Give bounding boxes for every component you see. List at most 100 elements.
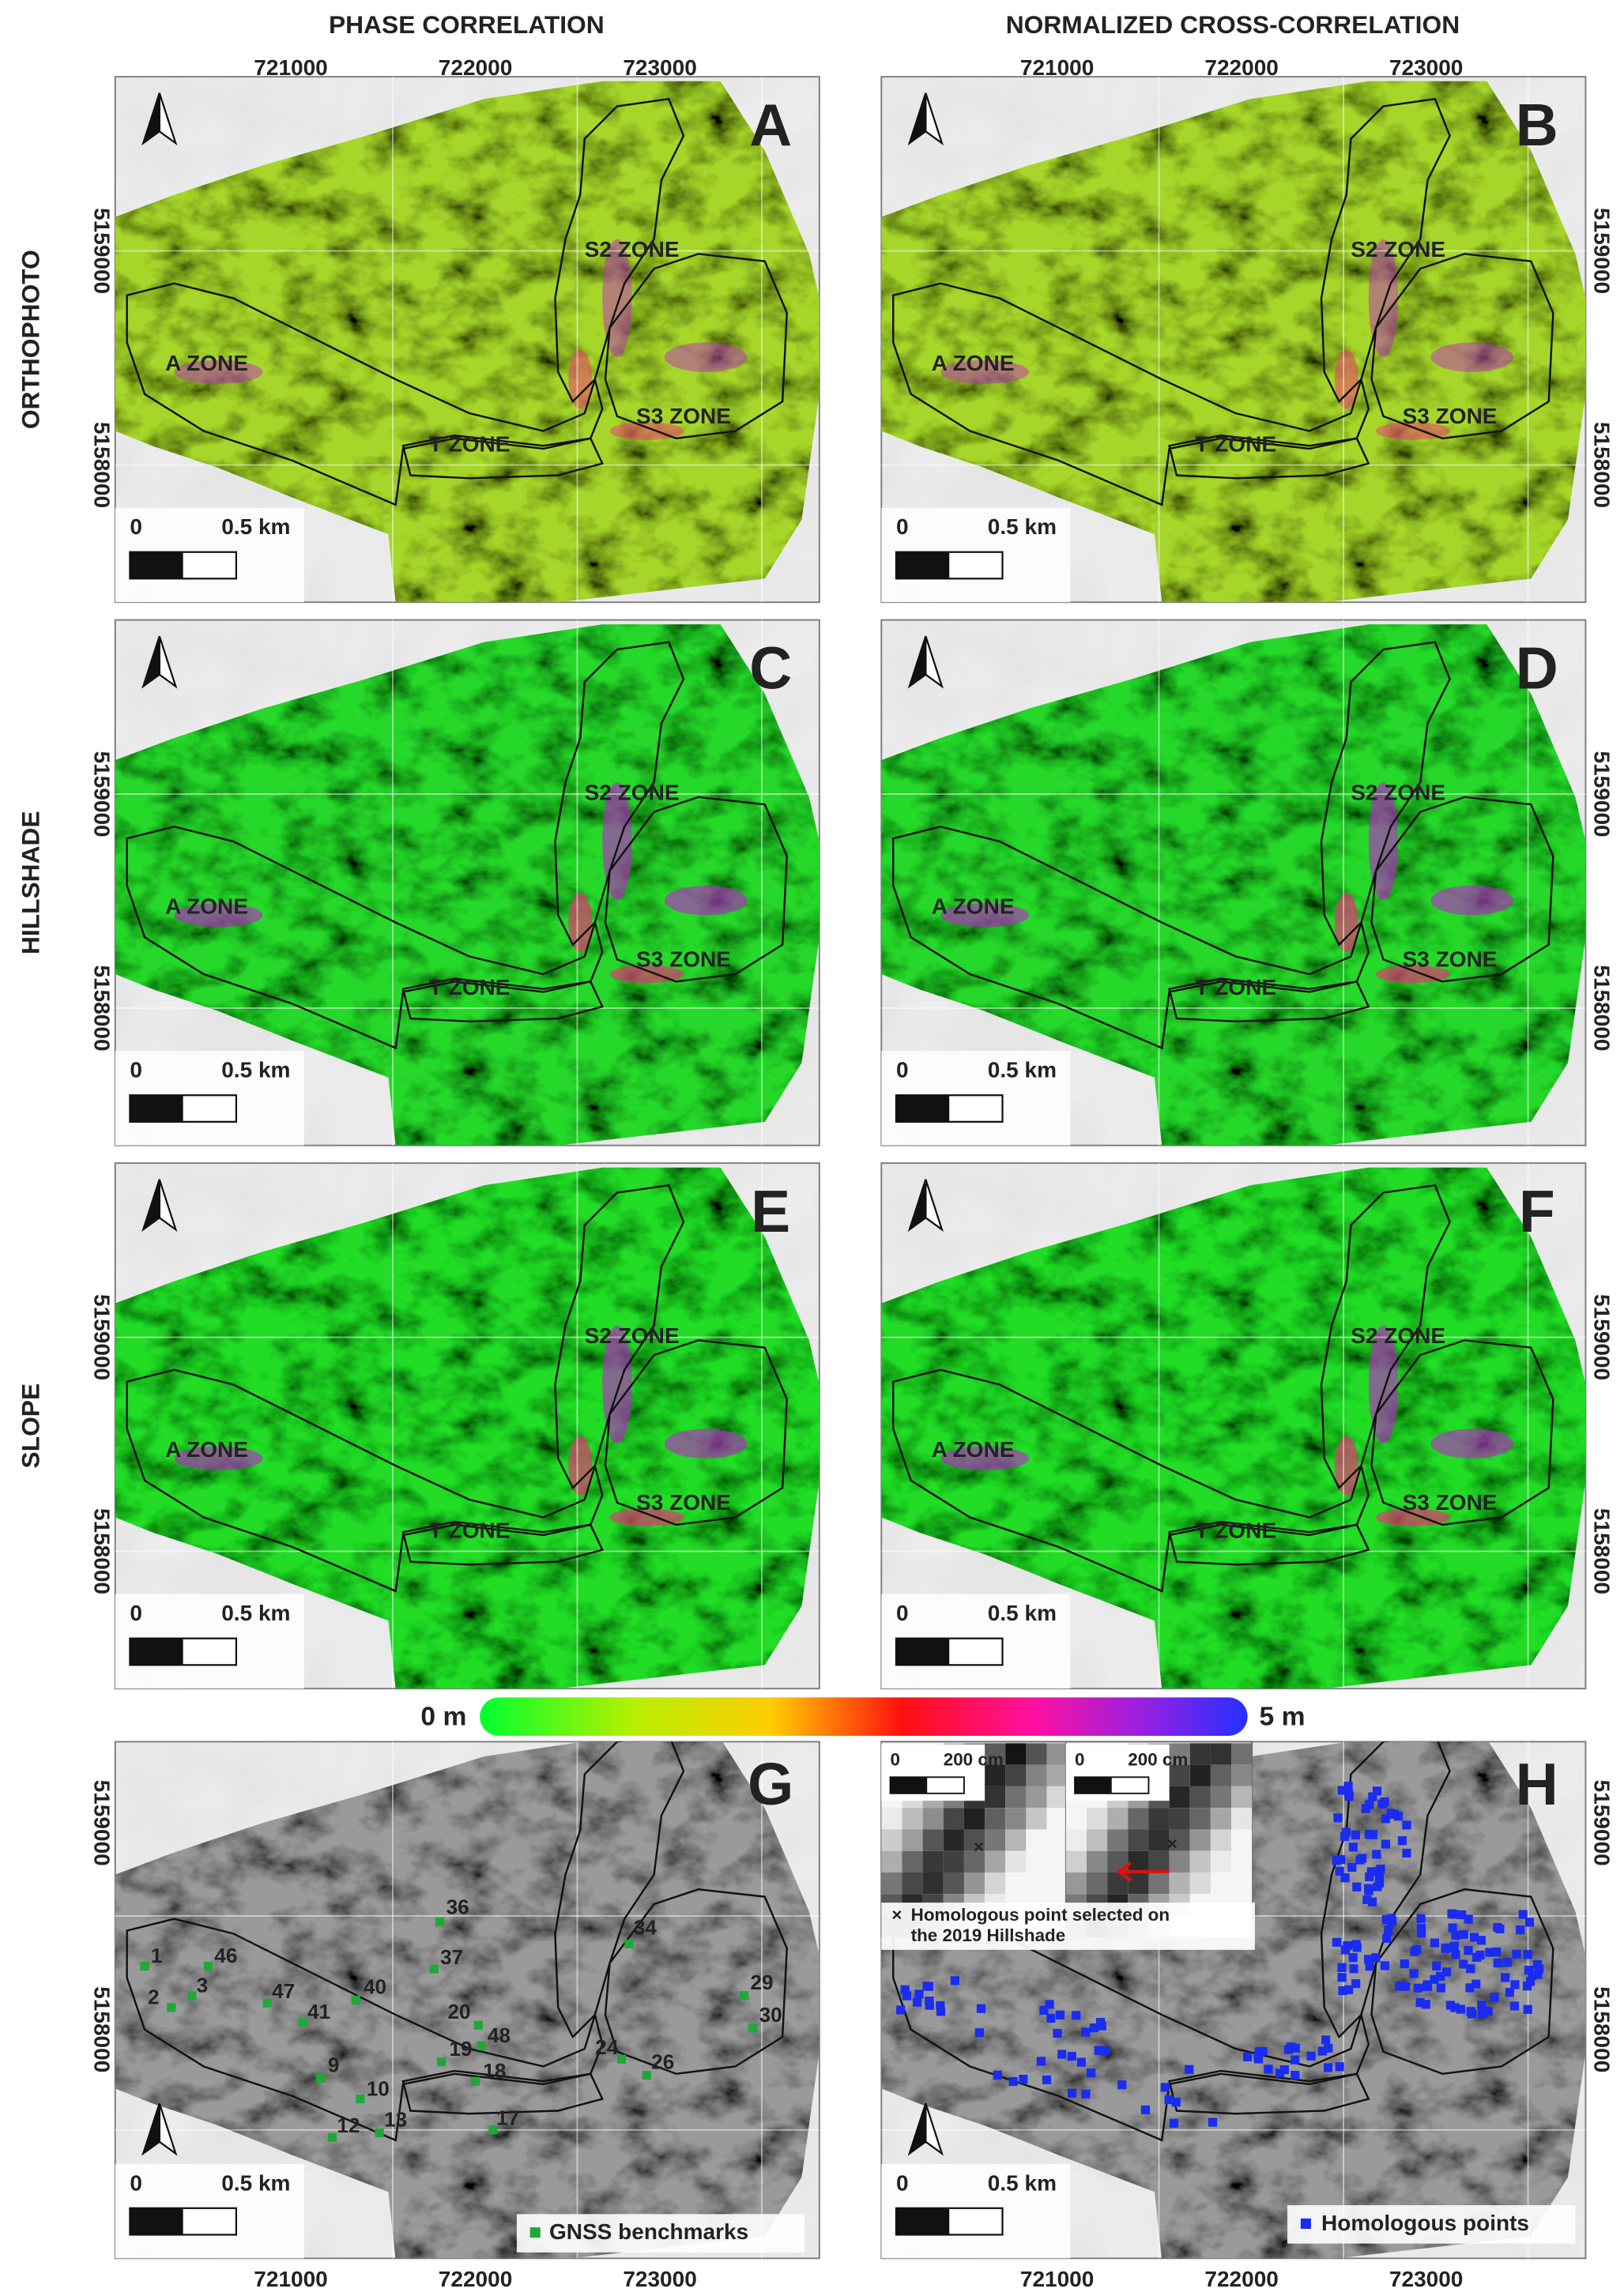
hotspot bbox=[174, 1446, 263, 1470]
inset-pixel bbox=[922, 1808, 944, 1830]
gnss-point bbox=[187, 1991, 197, 2001]
homologous-point bbox=[896, 2005, 906, 2015]
easting-label: 722000 bbox=[1204, 55, 1279, 80]
northing-label: 5159000 bbox=[1590, 1294, 1615, 1380]
inset-pixel bbox=[1231, 1850, 1253, 1873]
hotspot bbox=[940, 359, 1030, 384]
homologous-point bbox=[1524, 1966, 1534, 1975]
inset-pixel bbox=[1005, 1829, 1027, 1851]
homologous-point bbox=[1291, 2071, 1300, 2080]
inset-pixel bbox=[1231, 1829, 1253, 1851]
easting-label: 721000 bbox=[1020, 2267, 1095, 2291]
homologous-point bbox=[1081, 2089, 1091, 2098]
gnss-label: 10 bbox=[367, 2076, 390, 2100]
panel-letter: C bbox=[749, 635, 792, 702]
inset-note: the 2019 Hillshade bbox=[911, 1925, 1066, 1945]
colorbar-min: 0 m bbox=[420, 1702, 466, 1731]
northing-label: 5158000 bbox=[90, 1508, 115, 1594]
homologous-point bbox=[936, 2007, 946, 2016]
homologous-point bbox=[1335, 2062, 1344, 2072]
inset-pixel bbox=[1210, 1850, 1232, 1873]
homologous-point bbox=[1509, 2001, 1520, 2011]
homologous-point bbox=[914, 1989, 924, 1999]
gnss-point bbox=[616, 2054, 627, 2064]
homologous-point bbox=[1376, 1864, 1385, 1874]
gnss-point bbox=[435, 1917, 445, 1926]
homologous-point bbox=[1321, 2035, 1331, 2045]
inset-pixel bbox=[963, 1808, 985, 1830]
homologous-point bbox=[1347, 1862, 1357, 1873]
homologous-point bbox=[925, 2001, 934, 2010]
inset-pixel bbox=[1210, 1764, 1232, 1786]
homologous-point bbox=[1493, 1958, 1503, 1968]
inset-pixel bbox=[1231, 1786, 1253, 1809]
gnss-point bbox=[356, 2094, 365, 2104]
map-panel: S2 ZONE A ZONE T ZONE S3 ZONE C 0 0.5 km 515900… bbox=[90, 619, 820, 1146]
gnss-label: 19 bbox=[449, 2037, 472, 2061]
homologous-point bbox=[1374, 1878, 1385, 1888]
homologous-point bbox=[1381, 1915, 1391, 1925]
homologous-point bbox=[1019, 2074, 1028, 2084]
inset-pixel bbox=[1026, 1829, 1047, 1851]
homologous-point bbox=[1042, 2075, 1052, 2085]
gnss-label: 13 bbox=[384, 2108, 407, 2132]
homologous-point bbox=[1397, 1836, 1407, 1846]
homologous-point bbox=[1340, 1873, 1350, 1883]
gnss-label: 24 bbox=[595, 2035, 619, 2059]
hotspot bbox=[568, 349, 593, 409]
zone-label: S3 ZONE bbox=[636, 1490, 731, 1515]
homologous-point bbox=[1365, 1872, 1374, 1882]
colorbar bbox=[480, 1697, 1248, 1737]
zone-label: T ZONE bbox=[429, 1519, 511, 1543]
inset-pixel bbox=[1065, 1808, 1087, 1830]
scale-start: 0 bbox=[896, 1601, 909, 1625]
inset-pixel bbox=[1046, 1872, 1068, 1895]
gnss-label: 41 bbox=[307, 2000, 330, 2023]
hotspot bbox=[609, 422, 684, 440]
inset-pixel bbox=[985, 1786, 1006, 1809]
scale-end: 0.5 km bbox=[221, 2170, 290, 2195]
homologous-point bbox=[1343, 1789, 1354, 1798]
inset-pixel bbox=[1169, 1808, 1190, 1830]
scale-start: 0 bbox=[130, 2170, 142, 2195]
inset-pixel bbox=[1169, 1764, 1190, 1786]
map-content bbox=[881, 1163, 1586, 1689]
homologous-point bbox=[1057, 2049, 1067, 2059]
homologous-point bbox=[1367, 1897, 1377, 1906]
homologous-point bbox=[1067, 2052, 1076, 2061]
gnss-point bbox=[167, 2003, 176, 2012]
homologous-point bbox=[1523, 1950, 1532, 1959]
inset-pixel bbox=[1086, 1850, 1108, 1873]
homologous-point bbox=[1284, 2045, 1294, 2054]
homologous-point bbox=[1430, 1938, 1440, 1948]
zone-label: A ZONE bbox=[932, 351, 1015, 375]
homologous-point bbox=[1243, 2052, 1253, 2061]
zone-label: T ZONE bbox=[1195, 432, 1276, 457]
homologous-point bbox=[1349, 1964, 1358, 1974]
hotspot bbox=[1430, 342, 1513, 372]
inset-pixel bbox=[985, 1764, 1006, 1786]
homologous-point bbox=[1352, 1882, 1362, 1891]
homologous-point bbox=[1324, 2063, 1333, 2072]
inset-pixel bbox=[985, 1850, 1006, 1873]
homologous-point bbox=[1449, 1910, 1459, 1919]
gnss-label: 29 bbox=[750, 1970, 773, 1994]
panel-letter: F bbox=[1519, 1178, 1555, 1244]
legend-text: Homologous points bbox=[1321, 2211, 1529, 2235]
zone-label: S3 ZONE bbox=[636, 404, 731, 428]
northing-label: 5158000 bbox=[90, 965, 115, 1051]
inset-pixel bbox=[1046, 1808, 1068, 1830]
homologous-point bbox=[1430, 1974, 1439, 1984]
homologous-point bbox=[1464, 1914, 1473, 1924]
homologous-point bbox=[1384, 1925, 1393, 1935]
map-panel: S2 ZONE A ZONE T ZONE S3 ZONE E 0 0.5 km 515900… bbox=[90, 1162, 820, 1690]
zone-label: S2 ZONE bbox=[585, 237, 680, 262]
inset-pixel bbox=[1231, 1764, 1253, 1786]
homologous-point bbox=[1518, 1910, 1528, 1919]
gnss-point bbox=[488, 2125, 498, 2135]
gnss-label: 48 bbox=[488, 2023, 511, 2047]
homologous-point bbox=[1476, 1936, 1486, 1945]
homologous-point bbox=[1340, 1945, 1350, 1955]
homologous-point bbox=[1522, 1982, 1532, 1991]
